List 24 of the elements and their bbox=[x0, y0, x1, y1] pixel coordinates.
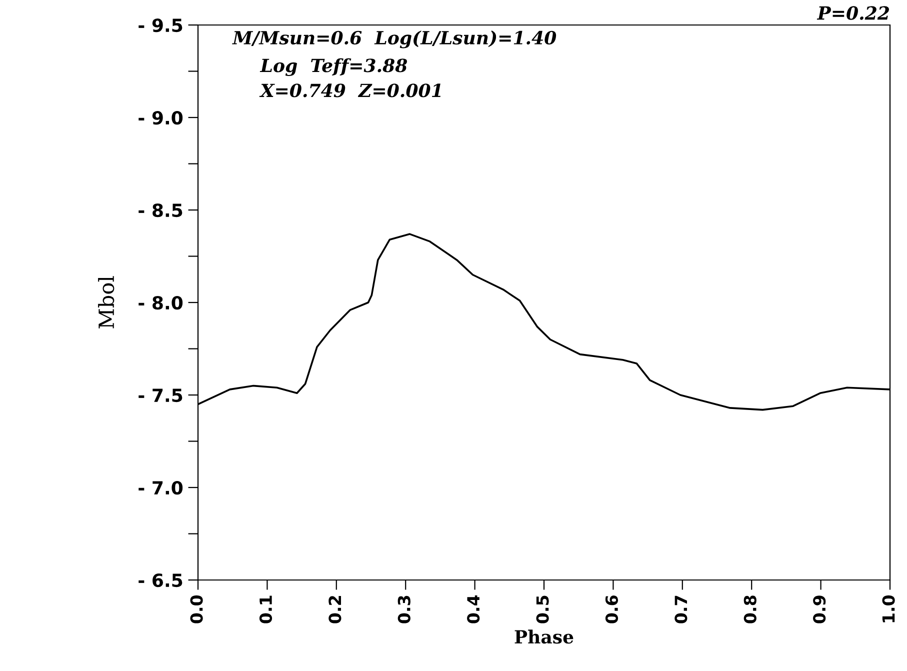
y-tick-label: - 7.5 bbox=[138, 388, 182, 402]
y-tick-label: - 8.5 bbox=[138, 203, 182, 218]
x-tick-label: 0.8 bbox=[744, 596, 756, 624]
x-tick-label: 0.6 bbox=[605, 595, 618, 624]
y-tick-label: - 8.0 bbox=[138, 296, 183, 310]
y-tick-label: - 9.5 bbox=[138, 18, 182, 32]
x-tick-label: 0.3 bbox=[398, 596, 410, 624]
annotation: X=0.749 Z=0.001 bbox=[259, 84, 440, 98]
x-tick-label: 0.5 bbox=[536, 596, 549, 624]
annotation: Log Teff=3.88 bbox=[260, 58, 408, 76]
annotation: M/Msun=0.6 Log(L/Lsun)=1.40 bbox=[232, 30, 556, 48]
x-tick-label: 0.0 bbox=[190, 595, 203, 624]
x-tick-label: 1.0 bbox=[882, 595, 895, 622]
text: P=0.22 bbox=[816, 6, 889, 20]
y-tick-label: - 9.0 bbox=[138, 110, 183, 125]
y-axis-title: Mbol bbox=[98, 276, 114, 328]
x-tick-label: 0.7 bbox=[674, 596, 688, 624]
y-tick-label: - 7.0 bbox=[138, 480, 183, 495]
x-tick-label: 0.9 bbox=[813, 596, 826, 624]
x-tick-label: 0.1 bbox=[259, 596, 272, 624]
x-tick-label: 0.2 bbox=[328, 596, 342, 624]
y-tick-label: - 6.5 bbox=[138, 573, 182, 588]
x-axis-title: Phase bbox=[514, 630, 574, 644]
x-tick-label: 0.4 bbox=[467, 595, 480, 624]
